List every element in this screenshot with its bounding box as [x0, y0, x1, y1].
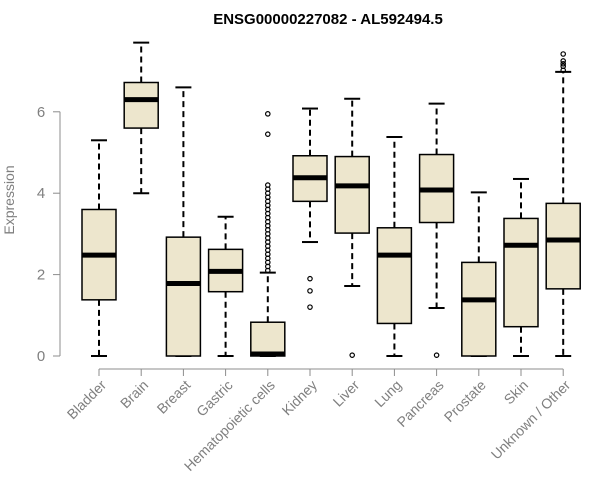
box-body: [123, 81, 159, 129]
box-6: [334, 97, 370, 358]
x-tick-label: Skin: [501, 377, 532, 408]
box-10: [503, 177, 539, 357]
box-body: [376, 227, 413, 325]
y-tick-label: 2: [37, 267, 45, 284]
x-tick-label: Liver: [330, 377, 363, 410]
chart-title: ENSG00000227082 - AL592494.5: [213, 11, 443, 28]
box-8: [418, 102, 455, 358]
box-body: [334, 155, 370, 234]
boxes-layer: [81, 41, 581, 358]
x-tick-label: Unknown / Other: [488, 377, 574, 463]
outlier-point: [264, 111, 271, 117]
y-tick-label: 6: [37, 104, 45, 121]
x-tick-label: Lung: [371, 377, 404, 410]
outlier-point: [307, 304, 313, 310]
outlier-point: [264, 131, 271, 137]
x-tick-label: Pancreas: [394, 377, 447, 430]
outlier-point: [560, 63, 567, 70]
box-body: [250, 321, 286, 357]
x-tick-label: Brain: [117, 377, 151, 411]
outlier-point: [307, 288, 313, 294]
y-axis-label: Expression: [1, 165, 17, 234]
box-9: [461, 191, 497, 357]
x-tick-label: Breast: [154, 377, 194, 417]
x-tick-label: Prostate: [441, 377, 489, 425]
box-body: [503, 217, 539, 328]
box-1: [123, 41, 159, 195]
y-axis: 0 2 4 6: [37, 104, 61, 365]
y-tick-label: 0: [37, 348, 45, 365]
outlier-point: [560, 51, 567, 57]
box-body: [545, 202, 581, 290]
outlier-point: [560, 60, 567, 67]
box-0: [81, 139, 117, 357]
outlier-point: [560, 58, 567, 64]
box-7: [376, 136, 413, 357]
box-2: [165, 86, 202, 357]
outlier-point: [433, 352, 440, 358]
outlier-point: [307, 275, 313, 282]
box-11: [545, 51, 581, 357]
x-tick-label: Bladder: [64, 377, 110, 423]
outlier-point: [264, 182, 271, 188]
outlier-point: [349, 352, 356, 358]
x-tick-label: Kidney: [279, 377, 321, 419]
y-tick-label: 4: [37, 185, 45, 202]
box-5: [292, 107, 328, 310]
box-body: [165, 236, 202, 357]
box-3: [207, 215, 244, 357]
box-body: [461, 261, 497, 357]
box-4: [250, 111, 286, 357]
